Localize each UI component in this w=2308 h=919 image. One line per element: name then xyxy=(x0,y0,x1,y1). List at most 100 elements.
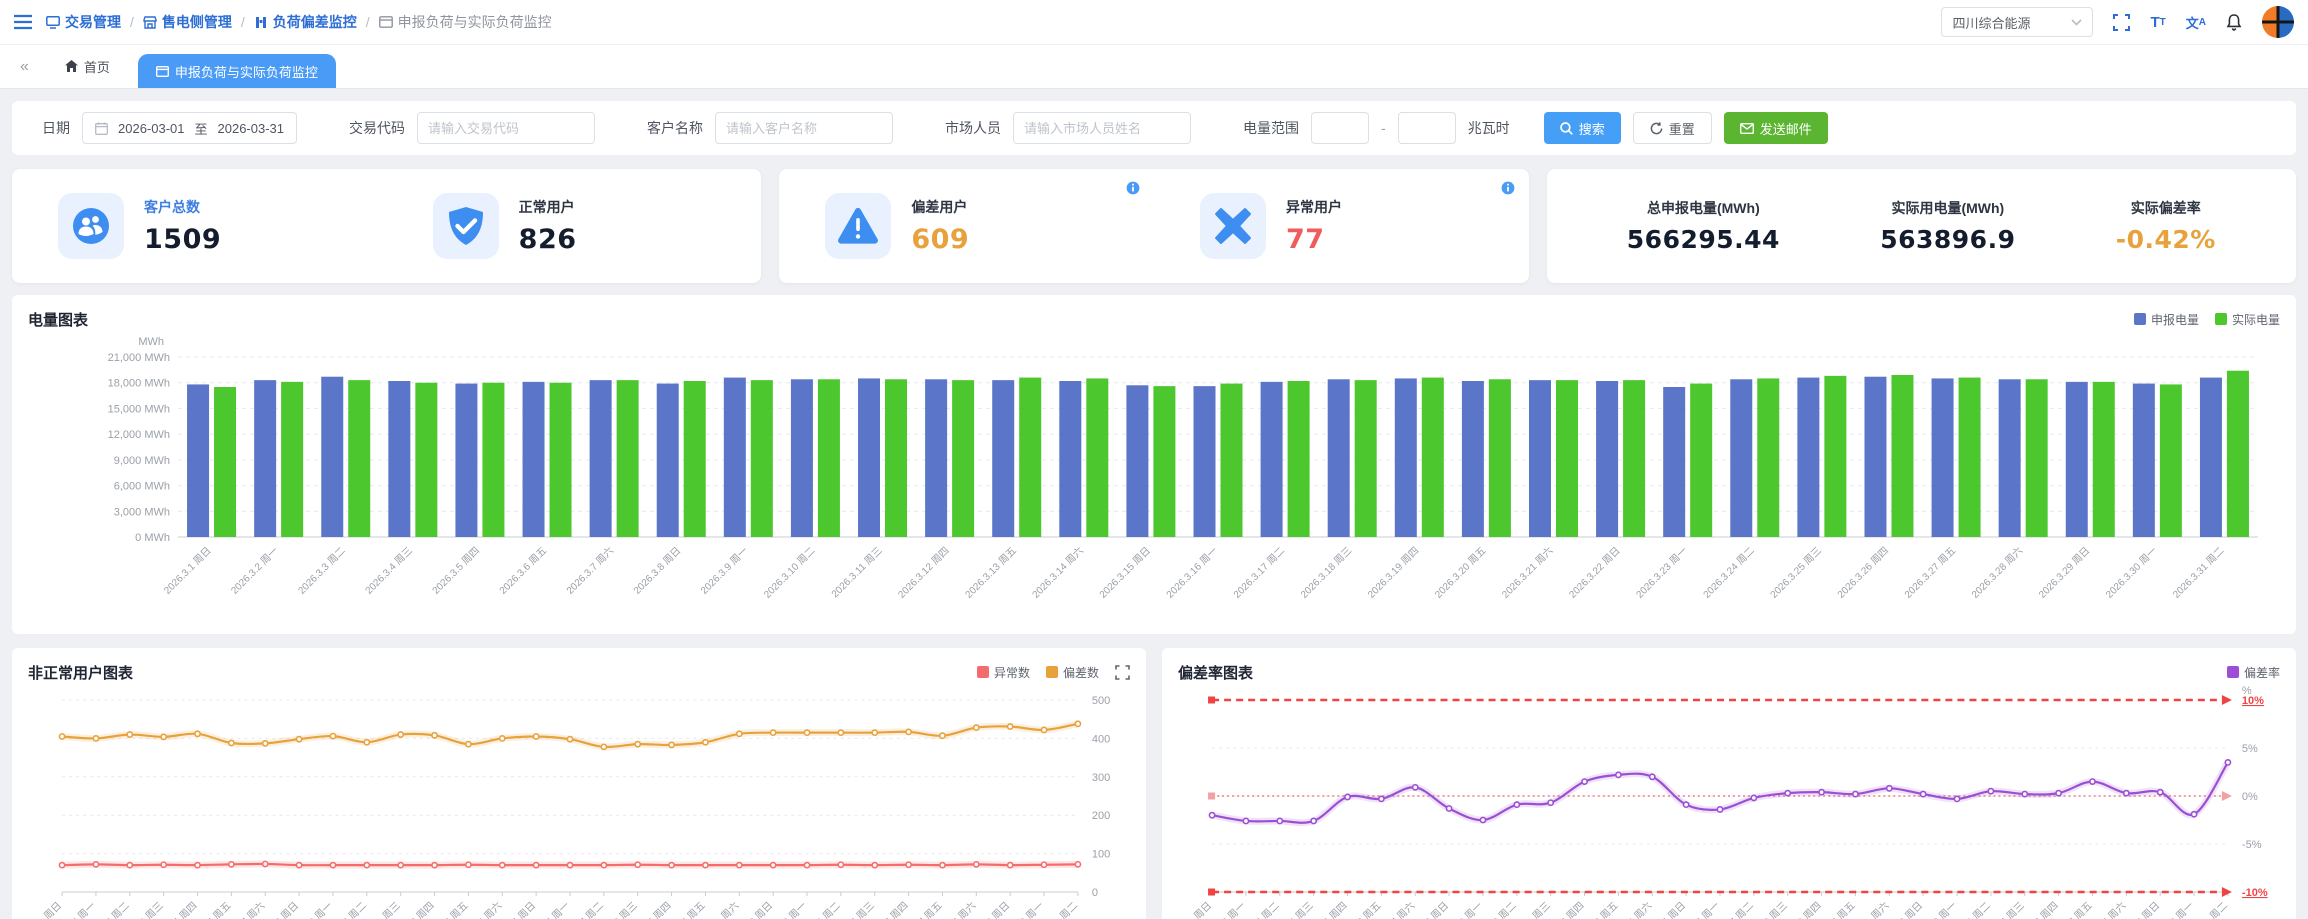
date-range-picker[interactable]: 2026-03-01 至 2026-03-31 xyxy=(82,112,298,144)
breadcrumb-item-sell-side[interactable]: 售电侧管理 xyxy=(143,12,232,32)
date-start-value: 2026-03-01 xyxy=(118,120,185,136)
svg-text:2026.3.3 周二: 2026.3.3 周二 xyxy=(296,545,348,597)
refresh-icon xyxy=(1650,121,1663,134)
svg-text:2026.3.19 周四: 2026.3.19 周四 xyxy=(1365,545,1421,601)
tab-home[interactable]: 首页 xyxy=(47,44,128,88)
svg-text:2026.3.20 周五: 2026.3.20 周五 xyxy=(1432,545,1488,601)
binoculars-icon xyxy=(255,16,266,28)
power-range-min-input[interactable] xyxy=(1311,112,1370,144)
svg-text:2026.3.1 周日: 2026.3.1 周日 xyxy=(28,900,64,919)
market-person-input[interactable] xyxy=(1013,112,1192,144)
svg-text:2026.3.31 周二: 2026.3.31 周二 xyxy=(2171,545,2227,601)
svg-text:2026.3.6 周五: 2026.3.6 周五 xyxy=(497,545,549,597)
svg-text:2026.3.27 周五: 2026.3.27 周五 xyxy=(1902,545,1958,601)
send-mail-button[interactable]: 发送邮件 xyxy=(1723,112,1828,144)
stat-actual-deviation-rate: 实际偏差率 -0.42% xyxy=(2116,198,2216,254)
calendar-icon xyxy=(95,121,108,135)
stat-value: 826 xyxy=(518,224,577,255)
stat-actual-total: 实际用电量(MWh) 563896.9 xyxy=(1880,198,2015,254)
svg-text:400: 400 xyxy=(1092,733,1110,745)
stat-value: 566295.44 xyxy=(1626,225,1780,254)
bell-icon[interactable] xyxy=(2226,13,2242,31)
svg-text:%: % xyxy=(2242,685,2252,697)
customer-name-group: 客户名称 xyxy=(647,112,894,144)
power-range-max-input[interactable] xyxy=(1397,112,1456,144)
svg-text:3,000 MWh: 3,000 MWh xyxy=(114,506,170,518)
reset-button[interactable]: 重置 xyxy=(1632,112,1712,144)
svg-text:18,000 MWh: 18,000 MWh xyxy=(108,378,170,390)
svg-text:2026.3.10 周二: 2026.3.10 周二 xyxy=(761,545,817,601)
svg-text:0 MWh: 0 MWh xyxy=(135,532,170,544)
svg-text:0%: 0% xyxy=(2242,791,2258,803)
svg-text:2026.3.30 周一: 2026.3.30 周一 xyxy=(2103,545,2159,601)
svg-text:100: 100 xyxy=(1092,849,1110,861)
svg-text:500: 500 xyxy=(1092,695,1110,707)
tab-bar: « 首页 申报负荷与实际负荷监控 xyxy=(0,45,2308,89)
legend-item[interactable]: 偏差率 xyxy=(2226,664,2280,681)
svg-text:-5%: -5% xyxy=(2242,839,2262,851)
svg-text:15,000 MWh: 15,000 MWh xyxy=(108,403,170,415)
svg-text:2026.3.11 周三: 2026.3.11 周三 xyxy=(829,545,885,601)
legend-item[interactable]: 申报电量 xyxy=(2133,311,2199,328)
home-icon xyxy=(64,60,78,72)
svg-text:2026.3.22 周日: 2026.3.22 周日 xyxy=(1567,545,1623,601)
fullscreen-icon[interactable] xyxy=(2113,13,2131,31)
abnormal-chart-legend: 异常数 偏差数 xyxy=(976,664,1099,681)
org-select[interactable]: 四川综合能源 xyxy=(1941,7,2094,37)
avatar[interactable] xyxy=(2262,6,2294,38)
stat-value: 1509 xyxy=(144,224,222,255)
breadcrumb-item-load-deviation[interactable]: 负荷偏差监控 xyxy=(254,12,357,32)
svg-text:2026.3.15 周日: 2026.3.15 周日 xyxy=(1097,545,1153,601)
svg-text:12,000 MWh: 12,000 MWh xyxy=(108,429,170,441)
svg-text:2026.3.21 周六: 2026.3.21 周六 xyxy=(1500,545,1556,601)
totals: 总申报电量(MWh) 566295.44 实际用电量(MWh) 563896.9… xyxy=(1547,193,2296,259)
svg-text:2026.3.5 周四: 2026.3.5 周四 xyxy=(430,545,482,597)
legend-item[interactable]: 实际电量 xyxy=(2214,311,2280,328)
monitor-icon xyxy=(46,15,60,29)
deviation-chart-legend: 偏差率 xyxy=(2226,664,2280,681)
menu-toggle-icon[interactable] xyxy=(14,14,32,30)
stat-card-customers: 客户总数 1509 正常用户 826 xyxy=(12,169,762,283)
filter-bar: 日期 2026-03-01 至 2026-03-31 交易代码 客户名称 市场人… xyxy=(12,101,2296,155)
breadcrumb-item-trade[interactable]: 交易管理 xyxy=(46,12,121,32)
svg-text:2026.3.17 周二: 2026.3.17 周二 xyxy=(1231,545,1287,601)
svg-text:9,000 MWh: 9,000 MWh xyxy=(114,455,170,467)
tab-load-monitor[interactable]: 申报负荷与实际负荷监控 xyxy=(137,54,336,88)
trade-code-input[interactable] xyxy=(417,112,596,144)
svg-text:2026.3.24 周二: 2026.3.24 周二 xyxy=(1701,545,1757,601)
collapse-tabs-icon[interactable]: « xyxy=(20,57,29,75)
search-icon xyxy=(1559,121,1573,135)
users-icon xyxy=(58,193,124,259)
stat-label: 客户总数 xyxy=(144,199,200,215)
shop-icon xyxy=(143,15,157,29)
stat-label: 实际偏差率 xyxy=(2130,200,2201,216)
svg-text:2026.3.4 周三: 2026.3.4 周三 xyxy=(363,545,415,597)
svg-text:5%: 5% xyxy=(2242,743,2258,755)
legend-item[interactable]: 偏差数 xyxy=(1045,664,1099,681)
legend-item[interactable]: 异常数 xyxy=(976,664,1030,681)
power-bar-chart[interactable]: MWh 0 MWh 3,000 MWh 6,000 MWh 9,000 MWh 12,00… xyxy=(28,331,2280,628)
deviation-chart-title: 偏差率图表 xyxy=(1178,664,1254,682)
stat-label: 正常用户 xyxy=(518,199,575,215)
stat-abnormal-users: 异常用户 77 xyxy=(1154,181,1529,259)
date-filter-group: 日期 2026-03-01 至 2026-03-31 xyxy=(42,112,298,144)
svg-text:2026.3.29 周日: 2026.3.29 周日 xyxy=(2036,545,2092,601)
stat-total-customers: 客户总数 1509 xyxy=(12,193,387,259)
svg-text:2026.3.8 周日: 2026.3.8 周日 xyxy=(631,545,683,597)
info-icon[interactable] xyxy=(1126,181,1140,200)
search-button[interactable]: 搜索 xyxy=(1543,112,1621,144)
expand-icon[interactable] xyxy=(1115,664,1130,680)
trade-code-group: 交易代码 xyxy=(349,112,596,144)
svg-text:MWh: MWh xyxy=(138,336,164,348)
stat-card-abnormal: 偏差用户 609 异常用户 77 xyxy=(779,169,1529,283)
info-icon[interactable] xyxy=(1501,181,1515,200)
customer-name-input[interactable] xyxy=(715,112,894,144)
stat-value: 77 xyxy=(1286,224,1325,255)
stat-label: 实际用电量(MWh) xyxy=(1891,200,2005,216)
